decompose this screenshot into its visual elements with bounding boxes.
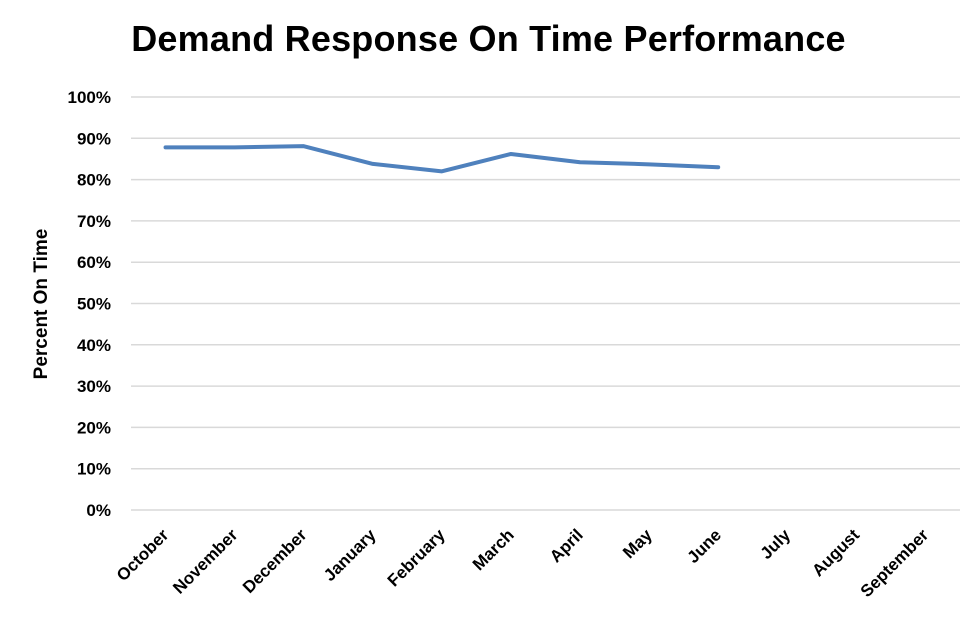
x-tick-label: July — [757, 525, 795, 563]
y-tick-label: 90% — [77, 129, 111, 148]
data-point — [648, 163, 650, 165]
data-point — [510, 153, 512, 155]
x-tick-label: April — [546, 525, 587, 566]
x-tick-label: October — [113, 525, 173, 585]
data-point — [234, 146, 236, 148]
data-point — [579, 161, 581, 163]
x-tick-label: May — [619, 525, 656, 562]
x-tick-label: December — [239, 525, 311, 597]
data-point — [717, 166, 719, 168]
data-point — [372, 163, 374, 165]
y-tick-label: 50% — [77, 295, 111, 314]
series-line — [163, 144, 721, 174]
x-tick-label: March — [469, 525, 518, 574]
y-tick-label: 0% — [86, 501, 111, 520]
x-tick-label: February — [384, 525, 449, 590]
x-tick-label: September — [857, 525, 933, 601]
y-tick-label: 60% — [77, 253, 111, 272]
x-tick-label: January — [320, 525, 380, 585]
x-tick-label: June — [684, 525, 725, 566]
chart-title: Demand Response On Time Performance — [131, 18, 846, 59]
data-point — [303, 145, 305, 147]
x-tick-label: November — [169, 525, 241, 597]
y-tick-label: 80% — [77, 171, 111, 190]
data-point — [165, 146, 167, 148]
y-tick-label: 70% — [77, 212, 111, 231]
y-tick-label: 10% — [77, 460, 111, 479]
y-tick-label: 40% — [77, 336, 111, 355]
data-point — [441, 170, 443, 172]
y-tick-label: 100% — [68, 88, 111, 107]
y-tick-label: 30% — [77, 377, 111, 396]
y-tick-label: 20% — [77, 418, 111, 437]
x-tick-label: August — [808, 525, 863, 580]
